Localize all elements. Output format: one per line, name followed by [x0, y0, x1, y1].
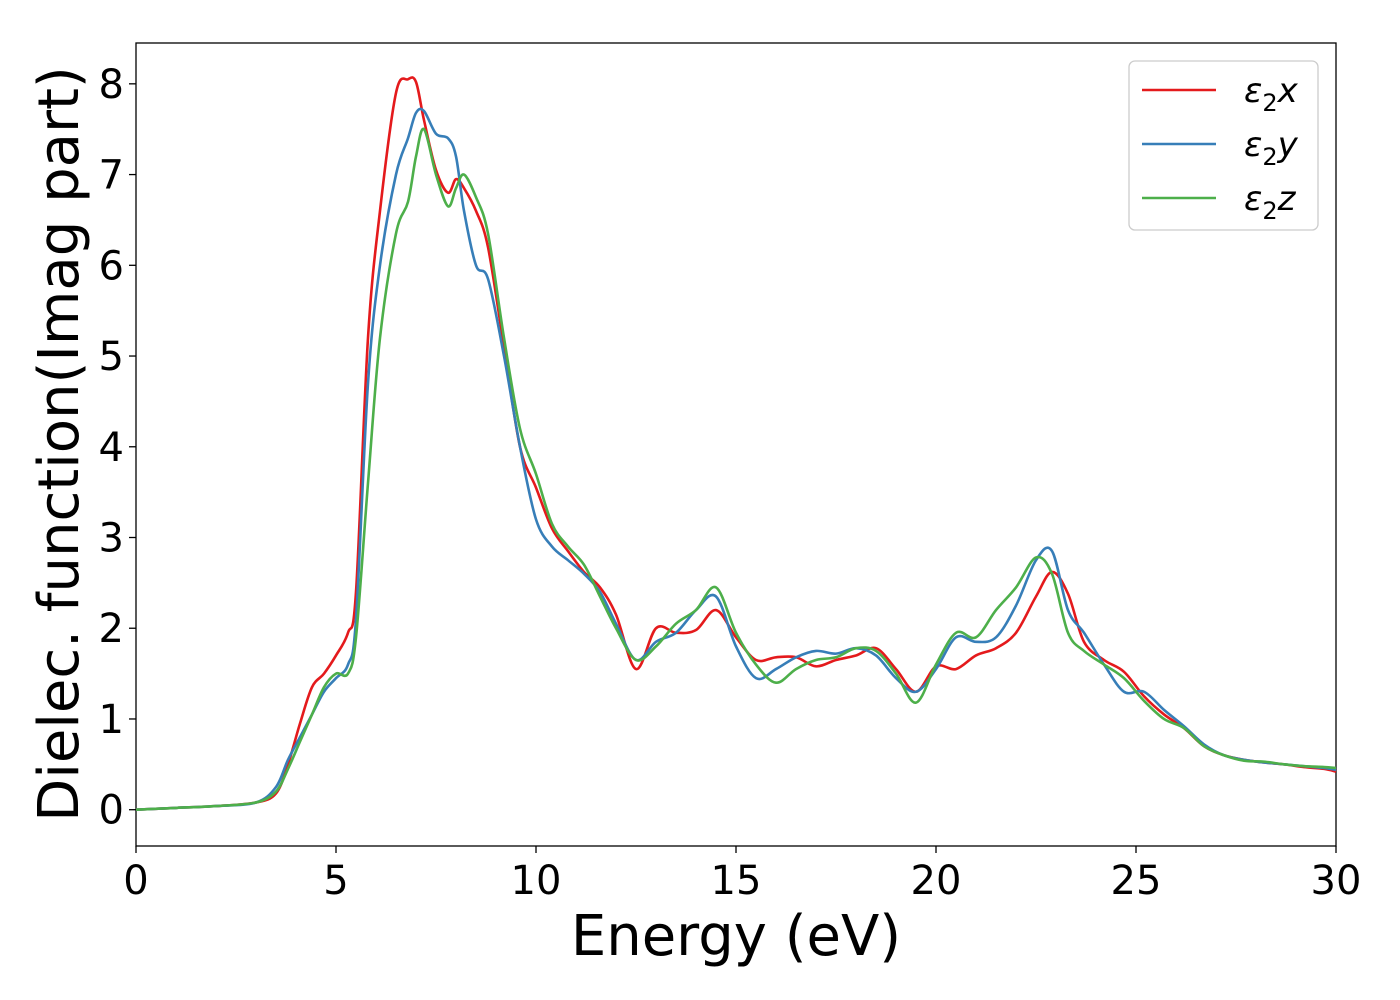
series-line-z	[135, 127, 1337, 812]
x-tick-label: 10	[511, 858, 562, 904]
legend-label-x: ε2x	[1244, 71, 1299, 117]
series-line-y	[135, 107, 1337, 812]
y-tick-label: 8	[99, 62, 124, 108]
y-tick-label: 5	[99, 334, 124, 380]
y-tick-label: 6	[99, 243, 124, 289]
x-tick-label: 5	[323, 858, 348, 904]
y-tick-label: 1	[99, 697, 124, 743]
x-tick-label: 25	[1111, 858, 1162, 904]
x-axis-ticks: 0 5 10 15 20 25 30	[123, 846, 1361, 904]
y-axis-ticks: 0 1 2 3 4 5 6 7 8	[99, 62, 136, 834]
y-tick-label: 3	[99, 516, 124, 562]
x-tick-label: 30	[1311, 858, 1362, 904]
y-tick-label: 4	[99, 425, 124, 471]
x-tick-label: 15	[711, 858, 762, 904]
legend-label-z: ε2z	[1244, 179, 1297, 225]
x-tick-label: 0	[123, 858, 148, 904]
y-tick-label: 2	[99, 606, 124, 652]
series-layer	[135, 76, 1337, 812]
y-tick-label: 7	[99, 153, 124, 199]
legend-box	[1128, 60, 1319, 231]
x-axis-title: Energy (eV)	[571, 904, 901, 969]
y-tick-label: 0	[99, 788, 124, 834]
series-line-x	[135, 76, 1337, 812]
legend-label-y: ε2y	[1244, 125, 1299, 171]
y-axis-title: Dielec. function(Imag part)	[27, 66, 92, 822]
x-tick-label: 20	[911, 858, 962, 904]
legend: ε2x ε2y ε2z	[1128, 60, 1319, 231]
